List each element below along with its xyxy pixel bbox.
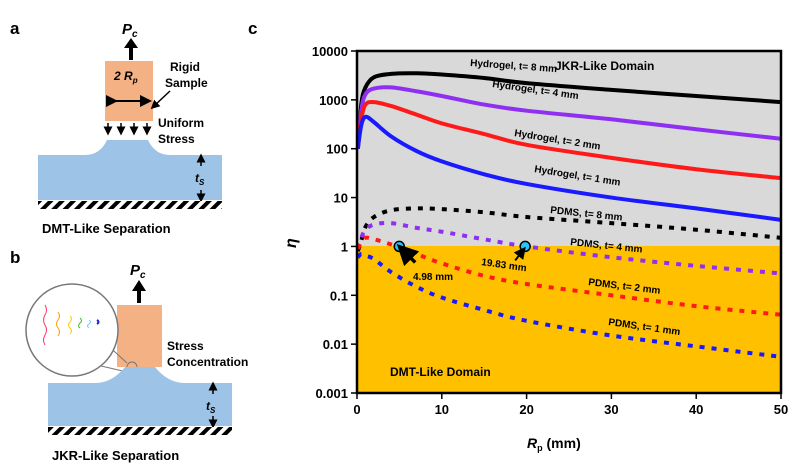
force-label: Pc (122, 21, 138, 40)
series-line (355, 220, 782, 276)
thickness-label: tS (206, 399, 216, 415)
panel-c-letter: c (248, 19, 257, 38)
series-line (355, 85, 782, 149)
x-tick-label: 20 (519, 402, 533, 417)
series-line (355, 206, 782, 252)
panel-a-letter: a (10, 19, 20, 38)
dmt-region-label: DMT-Like Domain (390, 365, 491, 379)
annotation-label: 4.98 mm (413, 272, 453, 283)
panel-b-caption: JKR-Like Separation (52, 448, 179, 463)
y-tick-label: 0.001 (315, 386, 348, 401)
y-tick-label: 10000 (312, 44, 348, 59)
annotation-arrow-icon (396, 244, 420, 267)
x-tick-label: 0 (353, 402, 360, 417)
thickness-label: tS (195, 171, 205, 187)
stress-label: Stress (158, 132, 195, 146)
pull-arrow-icon (124, 38, 138, 60)
x-tick-label: 10 (435, 402, 449, 417)
x-tick-label: 50 (774, 402, 788, 417)
panel-b-letter: b (10, 248, 20, 267)
jkr-region (357, 51, 781, 246)
panel-a: a Pc 2 Rp Rigid Sample Uniform Stress tS… (10, 19, 222, 236)
width-label: 2 Rp (113, 69, 138, 85)
y-tick-label: 100 (326, 142, 348, 157)
stress-arrows-icon (103, 123, 152, 136)
panel-c-chart: c JKR-Like Domain DMT-Like Domain Hydrog… (248, 19, 788, 453)
series-line (356, 251, 782, 359)
annotation-marker (519, 240, 531, 253)
series-line (355, 114, 782, 222)
pointer-arrow-icon (150, 90, 171, 110)
soft-substrate (38, 140, 222, 200)
pull-arrow-icon (132, 280, 146, 303)
series-line (355, 99, 782, 181)
sample-label: Sample (165, 76, 208, 90)
rigid-base (38, 201, 222, 209)
y-tick-label: 10 (334, 191, 348, 206)
x-tick-label: 40 (689, 402, 703, 417)
crack-tip-zoom-inset (25, 283, 138, 380)
uniform-label: Uniform (158, 116, 204, 130)
annotation-arrow-icon (513, 246, 526, 262)
annotation-marker (393, 240, 405, 253)
y-tick-label: 1 (341, 239, 348, 254)
jkr-region-label: JKR-Like Domain (555, 59, 654, 73)
panel-b: b Pc Stress Concentration tS JKR-Like Se… (10, 248, 248, 463)
rigid-sample (105, 61, 153, 121)
y-tick-label: 1000 (319, 93, 348, 108)
y-tick-label: 0.01 (323, 337, 348, 352)
rigid-label: Rigid (170, 60, 200, 74)
x-tick-label: 30 (604, 402, 618, 417)
y-axis-label: η (283, 238, 300, 248)
plot-frame (355, 49, 783, 395)
rigid-sample (117, 305, 162, 367)
dmt-region (357, 246, 781, 393)
force-label: Pc (130, 262, 146, 281)
y-tick-label: 0.1 (330, 288, 348, 303)
stress-label: Stress (167, 339, 204, 353)
panel-a-caption: DMT-Like Separation (42, 221, 171, 236)
series-line (355, 71, 782, 149)
x-axis-label: Rp (mm) (527, 435, 581, 453)
series-line (356, 235, 782, 317)
concentration-label: Concentration (167, 355, 248, 369)
soft-substrate (48, 367, 232, 426)
rigid-base (48, 427, 232, 435)
